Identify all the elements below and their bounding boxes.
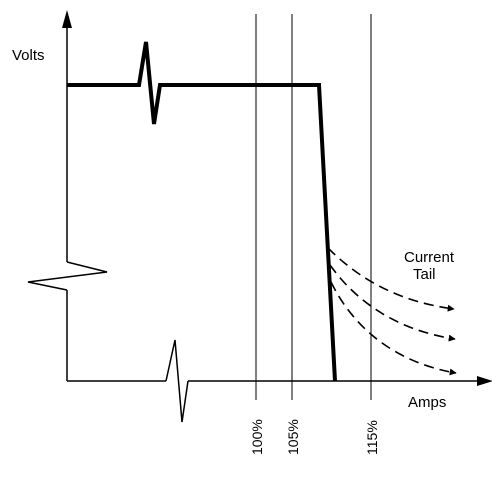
current-tail-curves: [327, 247, 457, 376]
current-tail-curve-1: [327, 247, 455, 312]
x-axis-arrowhead: [477, 376, 492, 386]
current-tail-curve-3: [330, 281, 457, 376]
annotation-tail: Tail: [413, 266, 436, 283]
y-axis-arrowhead: [62, 10, 72, 28]
marker-label-115: 115%: [364, 420, 380, 455]
marker-label-100: 100%: [249, 419, 265, 455]
reference-lines: [255, 14, 372, 400]
x-axis: [67, 339, 492, 423]
annotation-current: Current: [404, 249, 455, 266]
y-axis: [27, 10, 108, 381]
y-axis-label: Volts: [12, 47, 45, 64]
voltage-curve: [67, 41, 337, 382]
x-axis-label: Amps: [408, 394, 446, 411]
current-tail-curve-2: [329, 264, 456, 342]
marker-label-105: 105%: [285, 419, 301, 455]
